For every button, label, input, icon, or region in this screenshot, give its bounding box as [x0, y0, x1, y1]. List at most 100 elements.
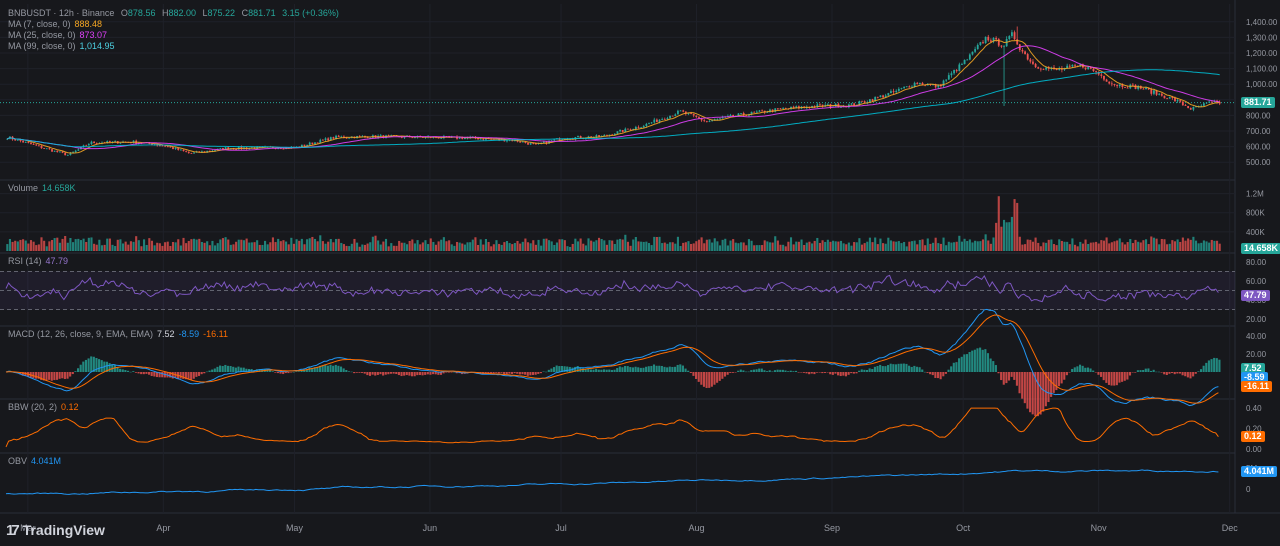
candle-body [753, 111, 756, 113]
macd-hist-bar [992, 361, 995, 372]
candle-body [740, 113, 742, 114]
volume-bar [1102, 240, 1106, 251]
candle-body [48, 148, 51, 150]
macd-hist-bar [668, 366, 671, 372]
macd-hist-bar [687, 370, 690, 372]
volume-bar [929, 243, 932, 251]
change-value: 3.15 (+0.36%) [282, 8, 339, 18]
macd-hist-bar [1213, 357, 1216, 372]
macd-hist-bar [768, 370, 771, 372]
candle-body [361, 136, 364, 137]
macd-hist-bar [40, 372, 43, 380]
candle-body [963, 59, 966, 65]
volume-bar [632, 239, 635, 251]
macd-hist-bar [1063, 372, 1066, 380]
volume-bar [148, 238, 151, 251]
macd-hist-bar [679, 364, 682, 372]
candle-body [366, 136, 369, 139]
volume-bar [976, 241, 979, 251]
volume-bar [795, 241, 798, 251]
ma99-legend[interactable]: MA (99, close, 0) 1,014.95 [8, 41, 343, 52]
macd-hist-bar [350, 371, 353, 373]
macd-hist-bar [455, 372, 458, 374]
volume-bar [900, 243, 903, 251]
macd-hist-bar [439, 372, 443, 375]
macd-hist-bar [400, 372, 403, 377]
volume-bar [1158, 244, 1161, 251]
macd-hist-bar [834, 372, 837, 374]
macd-hist-bar [1184, 372, 1187, 377]
ma7-legend[interactable]: MA (7, close, 0) 888.48 [8, 19, 343, 30]
volume-bar [1168, 243, 1171, 251]
macd-hist-bar [892, 364, 895, 372]
volume-bar [406, 244, 409, 251]
macd-hist-bar [1078, 364, 1082, 372]
macd-line [5, 308, 1219, 407]
macd-hist-bar [529, 372, 532, 376]
candle-body [108, 141, 111, 143]
macd-hist-bar [1110, 372, 1113, 386]
candle-body [792, 106, 795, 108]
macd-hist-bar [187, 372, 190, 380]
macd-hist-bar [842, 372, 845, 376]
candle-body [579, 136, 582, 139]
volume-bar [605, 244, 608, 251]
candle-body [984, 36, 987, 44]
macd-hist-bar [87, 358, 90, 372]
open-label: O [120, 8, 128, 18]
low-label: L [202, 8, 208, 18]
macd-hist-bar [700, 372, 703, 385]
macd-legend[interactable]: MACD (12, 26, close, 9, EMA, EMA) 7.52 -8.… [8, 329, 232, 340]
volume-bar [445, 241, 448, 251]
volume-bar [542, 238, 545, 251]
volume-bar [726, 245, 729, 251]
bbw-legend[interactable]: BBW (20, 2) 0.12 [8, 402, 83, 413]
macd-hist-bar [905, 363, 908, 372]
candle-body [214, 150, 216, 151]
candle-body [653, 119, 656, 123]
volume-bar [1060, 240, 1063, 251]
macd-hist-bar [618, 366, 621, 372]
candle-body [119, 142, 122, 144]
volume-bar [921, 239, 924, 251]
macd-hist-bar [695, 372, 698, 379]
macd-hist-bar [1047, 372, 1050, 403]
volume-legend[interactable]: Volume 14.658K [8, 183, 80, 194]
macd-hist-bar [639, 367, 642, 372]
candle-body [624, 128, 627, 132]
price-axis: 1,400.00 1,300.00 1,200.00 1,100.00 1,000.00… [1246, 18, 1278, 494]
volume-bar [889, 240, 893, 251]
candle-body [918, 82, 921, 85]
candle-body [1200, 105, 1203, 107]
tradingview-brand[interactable]: 17 TradingView [6, 522, 105, 539]
volume-bar [1084, 239, 1087, 251]
macd-hist-bar [411, 372, 414, 377]
volume-bar [979, 241, 982, 251]
volume-bar [984, 234, 987, 251]
macd-hist-bar [121, 369, 124, 372]
macd-hist-bar [518, 372, 521, 375]
macd-hist-bar [823, 372, 826, 373]
macd-hist-bar [347, 371, 350, 372]
ma25-legend[interactable]: MA (25, close, 0) 873.07 [8, 30, 343, 41]
macd-hist-bar [305, 369, 308, 372]
candle-body [545, 141, 548, 144]
macd-hist-bar [1039, 372, 1042, 415]
volume-bar [177, 239, 180, 251]
volume-bar [587, 238, 590, 251]
macd-hist-bar [576, 365, 579, 372]
macd-hist-bar [268, 369, 272, 372]
macd-hist-bar [321, 365, 324, 372]
candle-body [816, 104, 819, 108]
candle-body [890, 91, 892, 94]
chart-marks [0, 26, 1235, 495]
volume-bar [784, 246, 787, 251]
obv-legend[interactable]: OBV 4.041M [8, 456, 65, 467]
time-tick-label: Jul [555, 523, 567, 533]
volume-bar [185, 243, 188, 251]
volume-value: 14.658K [42, 183, 76, 193]
symbol-label[interactable]: BNBUSDT · 12h · Binance [8, 8, 115, 18]
rsi-legend[interactable]: RSI (14) 47.79 [8, 256, 72, 267]
macd-hist-bar [1102, 372, 1105, 381]
